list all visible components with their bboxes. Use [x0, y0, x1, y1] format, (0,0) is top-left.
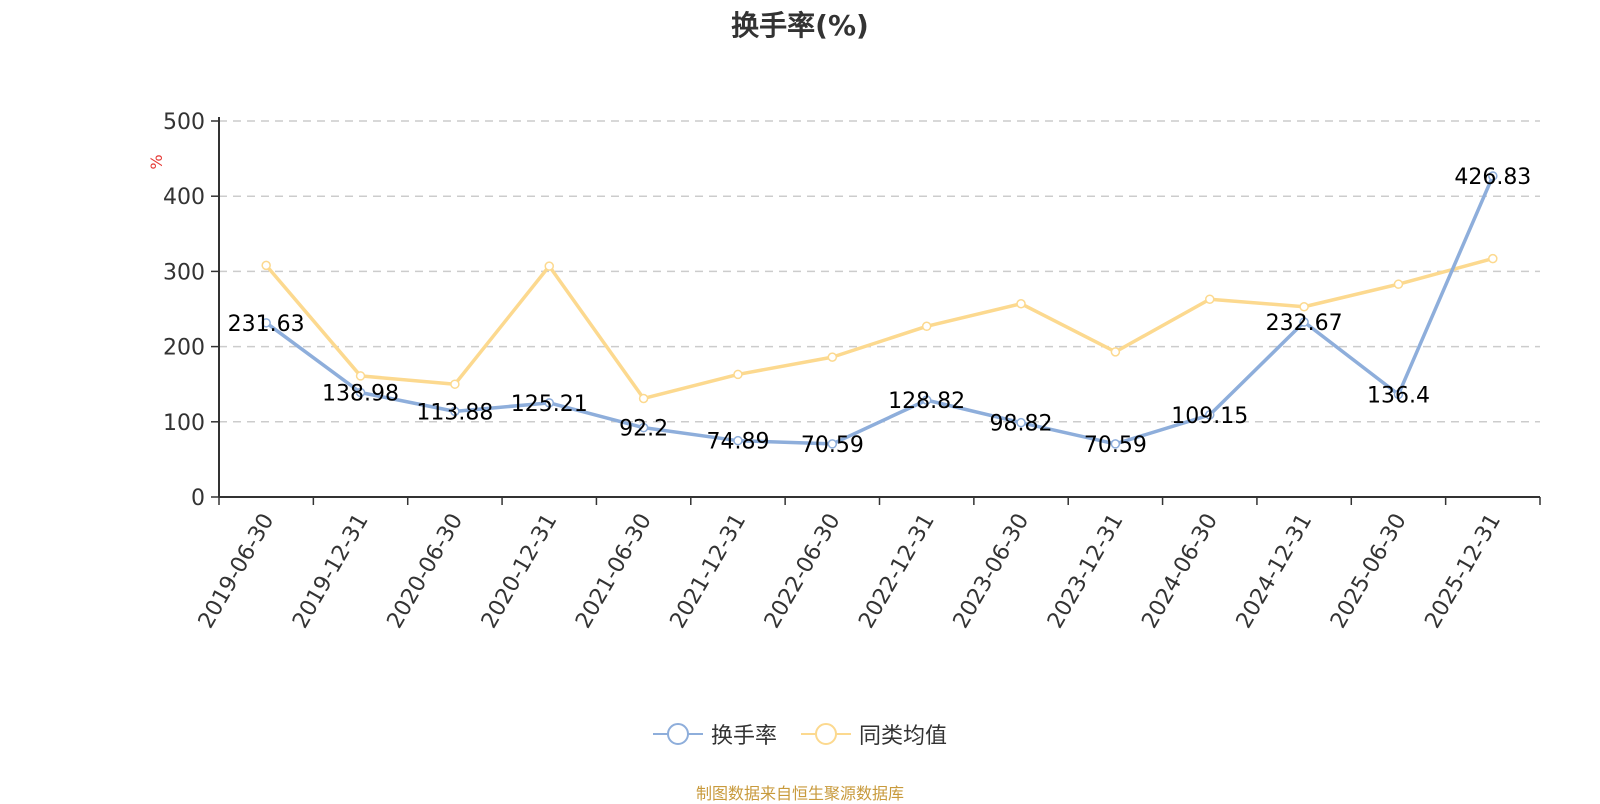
data-point — [638, 393, 649, 404]
y-axis-label: % — [147, 154, 166, 169]
data-point — [1016, 417, 1026, 428]
x-tick-label: 2022-06-30 — [760, 510, 846, 633]
data-point — [827, 352, 838, 362]
data-point — [1488, 171, 1498, 181]
x-tick-label: 2022-12-31 — [854, 510, 940, 633]
x-tick-label: 2024-06-30 — [1137, 510, 1223, 633]
data-label: 98.82 — [990, 412, 1053, 437]
y-tick-label: 300 — [163, 260, 205, 285]
x-tick-label: 2025-12-31 — [1420, 510, 1506, 633]
x-tick-label: 2019-12-31 — [288, 510, 374, 633]
data-point — [921, 395, 932, 405]
data-point — [1393, 279, 1404, 289]
data-point — [1205, 410, 1215, 420]
x-tick-label: 2020-12-31 — [477, 510, 563, 633]
data-point — [450, 379, 460, 389]
data-point — [921, 321, 932, 332]
data-point — [1205, 294, 1215, 304]
y-tick-label: 500 — [163, 110, 205, 135]
data-label: 113.88 — [416, 400, 493, 425]
data-point — [733, 369, 743, 380]
legend-label-turnover: 换手率 — [710, 724, 777, 749]
x-tick-label: 2019-06-30 — [194, 510, 280, 633]
legend-swatch-peer-average-icon — [801, 723, 851, 745]
data-label: 232.67 — [1266, 311, 1343, 336]
data-label: 138.98 — [322, 381, 399, 406]
x-tick-label: 2021-06-30 — [571, 510, 657, 633]
x-tick-label: 2023-06-30 — [949, 510, 1035, 633]
data-point — [827, 439, 838, 449]
data-point — [1488, 253, 1498, 264]
data-point — [450, 406, 460, 417]
data-label: 128.82 — [888, 389, 965, 414]
y-tick-label: 0 — [191, 486, 205, 511]
data-point — [1393, 389, 1404, 400]
data-point — [261, 318, 271, 328]
data-label: 92.2 — [619, 417, 668, 442]
data-point — [355, 387, 366, 398]
source-note: 制图数据来自恒生聚源数据库 — [695, 784, 904, 803]
data-point — [1299, 301, 1309, 312]
data-label: 125.21 — [511, 392, 588, 417]
data-label: 426.83 — [1454, 165, 1531, 190]
series-line — [264, 174, 1495, 446]
legend-label-peer-average: 同类均值 — [859, 724, 948, 749]
data-point — [1110, 439, 1121, 449]
x-tick-label: 2023-12-31 — [1043, 510, 1129, 633]
x-tick-label: 2020-06-30 — [383, 510, 469, 633]
legend-swatch-turnover-icon — [652, 723, 703, 745]
data-point — [544, 398, 554, 408]
data-label: 231.63 — [228, 312, 305, 337]
x-tick-label: 2024-12-31 — [1232, 510, 1318, 633]
x-tick-label: 2021-12-31 — [666, 510, 752, 633]
chart-title: 换手率(%) — [731, 9, 869, 42]
data-point — [1299, 317, 1309, 327]
data-point — [261, 260, 271, 271]
data-label: 136.4 — [1367, 383, 1430, 408]
legend: 换手率 同类均值 — [0, 718, 1600, 750]
data-point — [1016, 298, 1026, 309]
data-label: 74.89 — [706, 430, 769, 455]
legend-item-turnover[interactable]: 换手率 — [652, 718, 777, 750]
y-tick-label: 400 — [163, 185, 205, 210]
y-tick-label: 100 — [163, 411, 205, 436]
data-label: 70.59 — [801, 433, 864, 458]
data-label: 109.15 — [1171, 404, 1248, 429]
data-point — [638, 422, 649, 433]
data-label: 70.59 — [1084, 433, 1147, 458]
x-tick-label: 2025-06-30 — [1326, 510, 1412, 633]
series-line — [264, 256, 1495, 401]
legend-item-peer-average[interactable]: 同类均值 — [801, 718, 947, 750]
data-point — [1110, 347, 1121, 357]
data-point — [733, 435, 743, 446]
data-point — [544, 261, 554, 271]
y-tick-label: 200 — [163, 336, 205, 361]
data-point — [355, 371, 366, 381]
